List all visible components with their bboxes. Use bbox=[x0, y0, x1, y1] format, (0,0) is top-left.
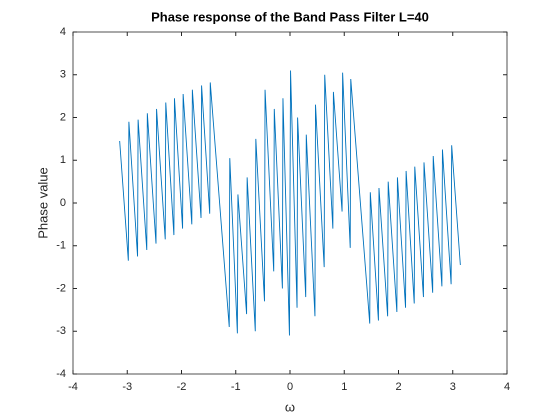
y-tick-label: 4 bbox=[60, 26, 66, 38]
x-tick-label: -2 bbox=[177, 381, 187, 393]
y-tick-label: -1 bbox=[56, 240, 66, 252]
y-tick-label: -3 bbox=[56, 325, 66, 337]
x-tick-label: 4 bbox=[504, 381, 510, 393]
y-tick-label: -2 bbox=[56, 282, 66, 294]
data-line bbox=[119, 70, 461, 336]
x-axis-label: ω bbox=[285, 399, 295, 414]
y-axis-label: Phase value bbox=[35, 167, 50, 239]
y-tick-label: 0 bbox=[60, 197, 66, 209]
x-tick-label: 2 bbox=[395, 381, 401, 393]
x-tick-label: 0 bbox=[287, 381, 293, 393]
x-tick-label: 1 bbox=[341, 381, 347, 393]
y-tick-label: 1 bbox=[60, 154, 66, 166]
x-tick-label: 3 bbox=[450, 381, 456, 393]
y-tick-label: -4 bbox=[56, 368, 66, 380]
axes-box bbox=[72, 31, 508, 375]
y-tick-label: 3 bbox=[60, 69, 66, 81]
x-tick-label: -3 bbox=[122, 381, 132, 393]
x-tick-label: -1 bbox=[231, 381, 241, 393]
x-tick-label: -4 bbox=[68, 381, 78, 393]
y-tick-label: 2 bbox=[60, 111, 66, 123]
chart-title: Phase response of the Band Pass Filter L… bbox=[151, 9, 429, 24]
